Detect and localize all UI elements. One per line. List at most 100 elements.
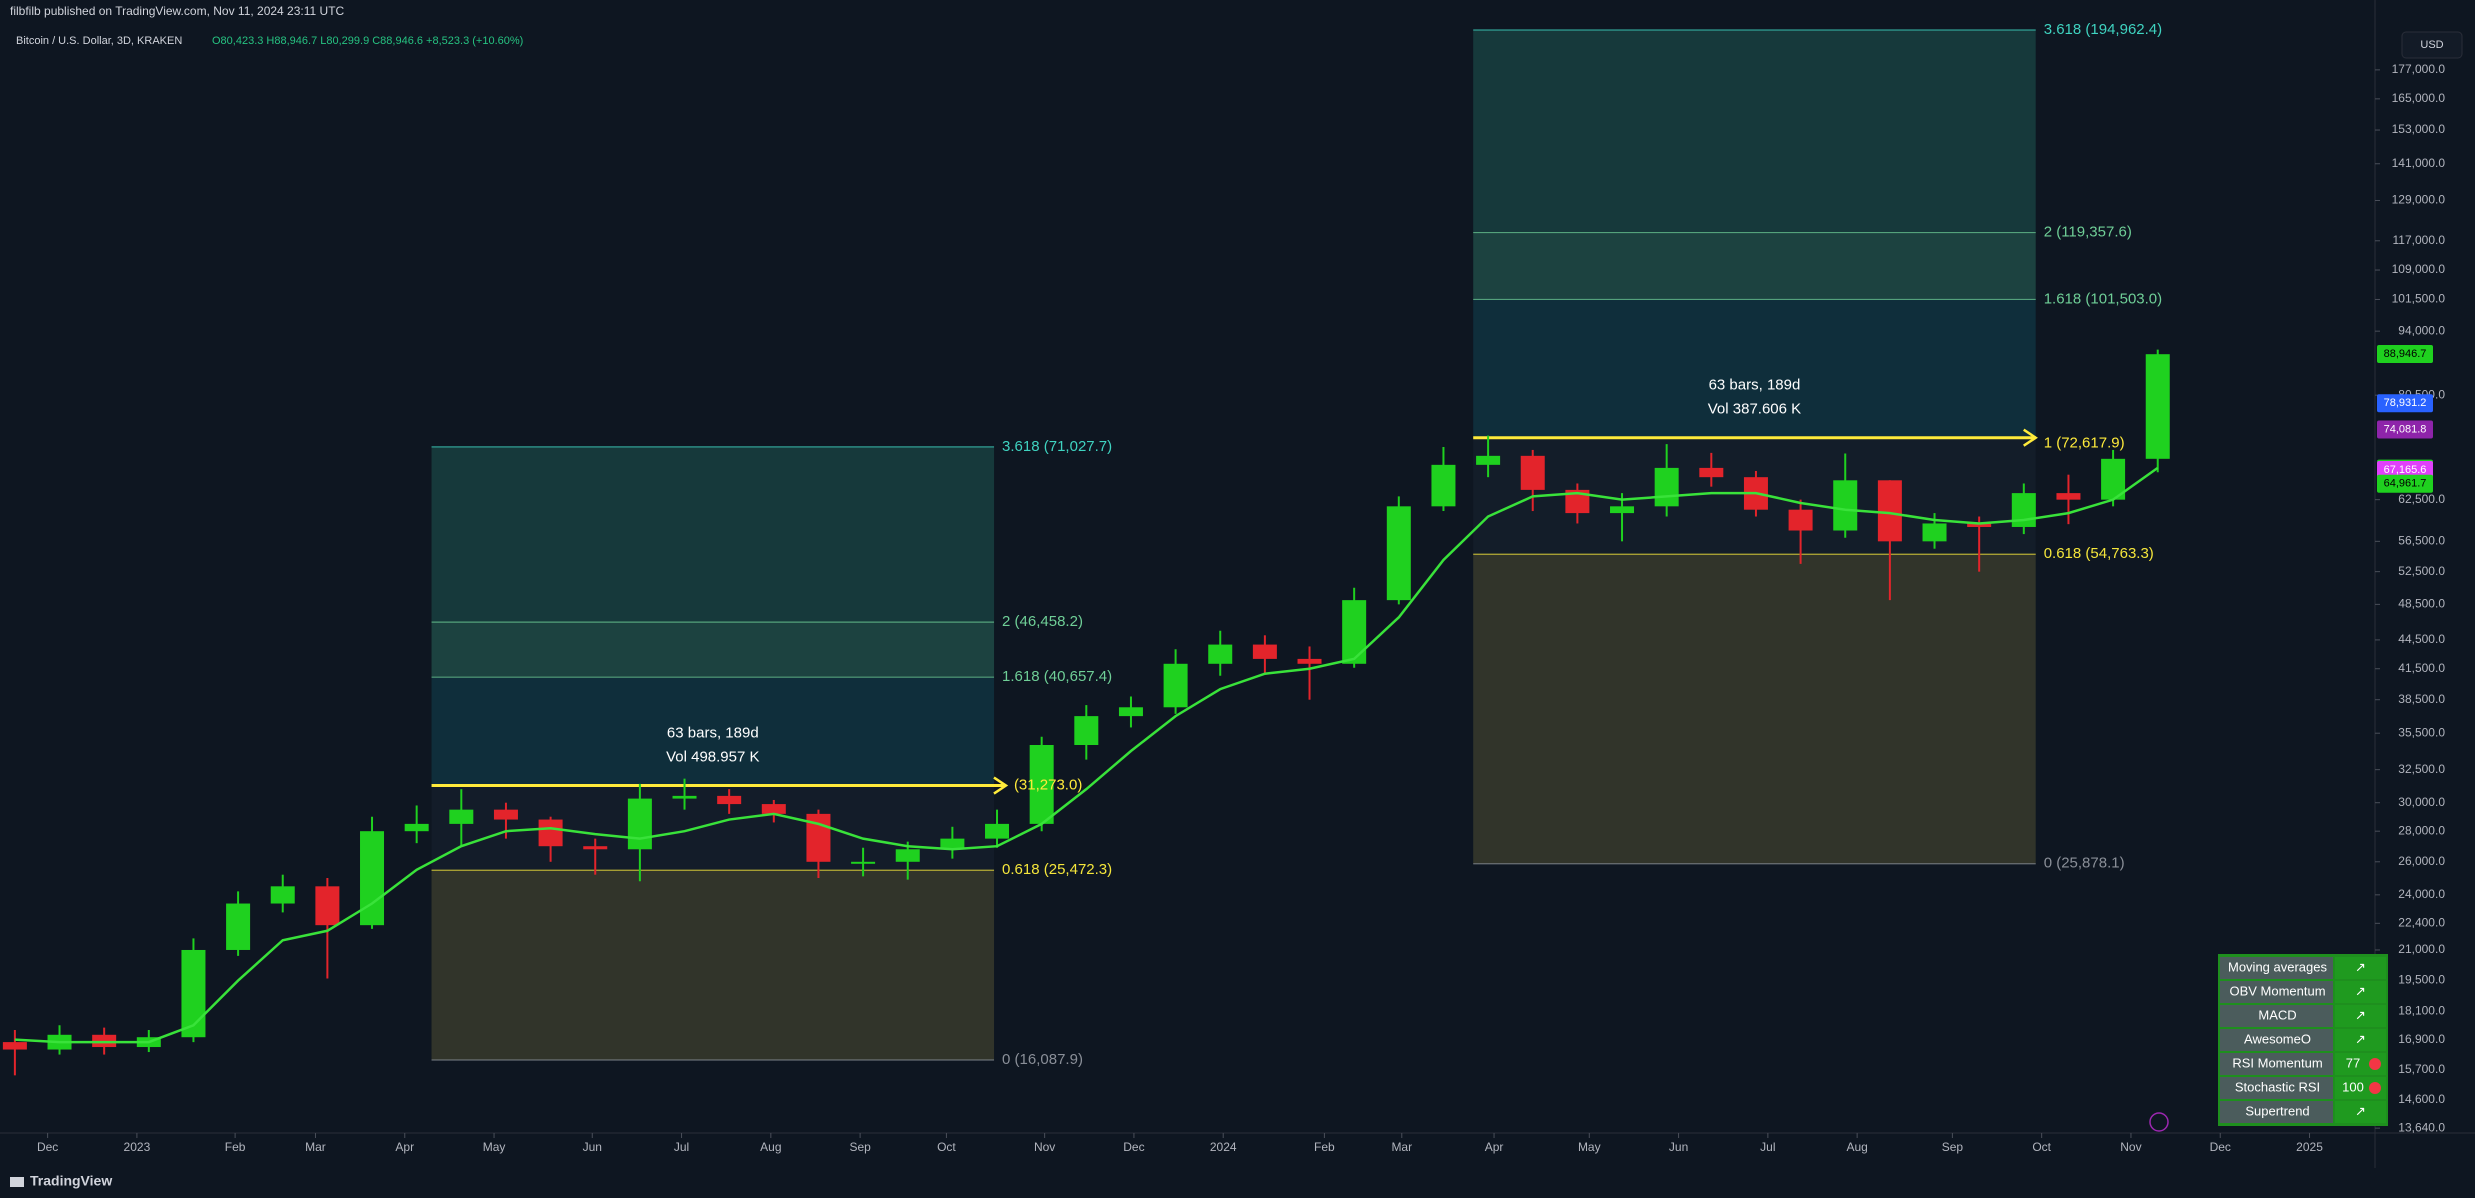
x-tick-label: Dec <box>37 1140 58 1154</box>
table-label-cell <box>2220 1077 2333 1099</box>
x-tick-label: Sep <box>1942 1140 1964 1154</box>
x-tick-label: 2024 <box>1210 1140 1237 1154</box>
table-dot <box>2369 1082 2381 1094</box>
y-tick-label: 129,000.0 <box>2392 193 2446 207</box>
price-tag <box>2377 474 2433 493</box>
candle-body <box>895 849 920 862</box>
alert-icon[interactable] <box>2149 1112 2169 1132</box>
measure-arrow <box>2023 428 2038 447</box>
x-tick-label: Apr <box>1485 1140 1504 1154</box>
table-value-cell <box>2335 1101 2386 1123</box>
candle-body <box>1386 506 1411 601</box>
footer-bar <box>0 1168 2475 1198</box>
fib-band <box>1473 299 2036 438</box>
y-tick-label: 28,000.0 <box>2398 823 2445 837</box>
measure-label: 63 bars, 189d <box>1709 377 1801 394</box>
y-tick-label: 22,400.0 <box>2398 915 2445 929</box>
y-tick-label: 30,000.0 <box>2398 795 2445 809</box>
y-tick-label: 26,000.0 <box>2398 854 2445 868</box>
table-value: ↗ <box>2355 1007 2366 1022</box>
y-tick-label: 41,500.0 <box>2398 661 2445 675</box>
y-tick-label: 35,500.0 <box>2398 725 2445 739</box>
table-value: ↗ <box>2355 1103 2366 1118</box>
x-tick-label: Nov <box>1034 1140 1055 1154</box>
publisher: filbfilb published on TradingView.com, N… <box>10 4 345 18</box>
fib-label: 3.618 (194,962.4) <box>2044 21 2162 38</box>
currency-button[interactable] <box>2401 31 2463 59</box>
y-tick-label: 117,000.0 <box>2393 233 2446 247</box>
candle-body <box>1610 506 1635 514</box>
currency[interactable]: USD <box>2420 39 2443 51</box>
table-value: ↗ <box>2355 983 2366 998</box>
x-tick-label: Aug <box>760 1140 781 1154</box>
table-label-cell <box>2220 1005 2333 1027</box>
measure-label: 63 bars, 189d <box>667 725 759 742</box>
fib-label: 2 (46,458.2) <box>1002 613 1083 630</box>
fib-band <box>1473 554 2036 864</box>
table-value-cell <box>2335 957 2386 979</box>
table-label-cell <box>2220 1053 2333 1075</box>
table-label: RSI Momentum <box>2232 1055 2322 1070</box>
y-tick-label: 32,500.0 <box>2398 762 2445 776</box>
fib-band <box>1473 29 2036 233</box>
candle-body <box>404 823 429 832</box>
fib-label: 1.618 (40,657.4) <box>1002 668 1112 685</box>
fib-label: 0 (25,878.1) <box>2044 855 2125 872</box>
candle-body <box>1029 745 1054 824</box>
candle-body <box>1520 455 1545 490</box>
candle-body <box>315 886 340 926</box>
candle-body <box>2056 493 2081 500</box>
y-tick-label: 13,640.0 <box>2398 1120 2445 1134</box>
candle-body <box>360 831 385 926</box>
fib-band <box>431 677 995 786</box>
candle-body <box>1118 707 1143 717</box>
symbol: Bitcoin / U.S. Dollar, 3D, KRAKEN <box>16 35 182 47</box>
candle-body <box>2 1042 27 1050</box>
candle-body <box>1074 716 1099 746</box>
candle-body <box>583 846 608 850</box>
price-tag <box>2377 460 2433 479</box>
candle-body <box>1788 509 1813 531</box>
measure-label: Vol 387.606 K <box>1708 401 1801 418</box>
y-tick-label: 141,000.0 <box>2392 156 2446 170</box>
ma-line <box>14 466 2159 1044</box>
x-tick-label: Mar <box>1391 1140 1412 1154</box>
candle-body <box>181 949 206 1038</box>
candle-body <box>1922 523 1947 542</box>
candle-body <box>1565 489 1590 514</box>
candle-body <box>493 809 518 820</box>
fib-band <box>431 446 995 623</box>
y-tick-label: 101,500.0 <box>2392 292 2446 306</box>
price-tag-label: 64,961.7 <box>2384 478 2427 490</box>
y-tick-label: 153,000.0 <box>2392 122 2446 136</box>
x-tick-label: May <box>1578 1140 1601 1154</box>
y-tick-label: 165,000.0 <box>2392 91 2446 105</box>
fib-band <box>1473 232 2036 300</box>
fib-label: 2 (119,357.6) <box>2044 224 2132 241</box>
table-value: 77 <box>2346 1055 2360 1070</box>
candle-body <box>1342 600 1367 664</box>
price-tag-label: 78,931.2 <box>2384 397 2427 409</box>
x-tick-label: 2023 <box>124 1140 151 1154</box>
fib-label: 1 (72,617.9) <box>2044 435 2125 452</box>
fib-label: 1.618 (101,503.0) <box>2044 290 2162 307</box>
brand: TradingView <box>30 1173 112 1189</box>
candle-body <box>449 809 474 824</box>
table-label-cell <box>2220 981 2333 1003</box>
x-tick-label: Dec <box>1123 1140 1144 1154</box>
x-tick-label: Sep <box>849 1140 871 1154</box>
x-tick-label: Mar <box>305 1140 326 1154</box>
x-tick-label: Jul <box>1760 1140 1775 1154</box>
candle-body <box>1163 663 1188 708</box>
y-tick-label: 14,600.0 <box>2398 1092 2445 1106</box>
candle-body <box>672 795 697 799</box>
candle-body <box>1431 464 1456 507</box>
candle-body <box>1208 644 1233 664</box>
candle-body <box>1297 658 1322 664</box>
candle-body <box>1967 523 1992 527</box>
candle-body <box>1833 480 1858 531</box>
fib-band <box>431 622 995 678</box>
fib-label: 0.618 (54,763.3) <box>2044 545 2154 562</box>
